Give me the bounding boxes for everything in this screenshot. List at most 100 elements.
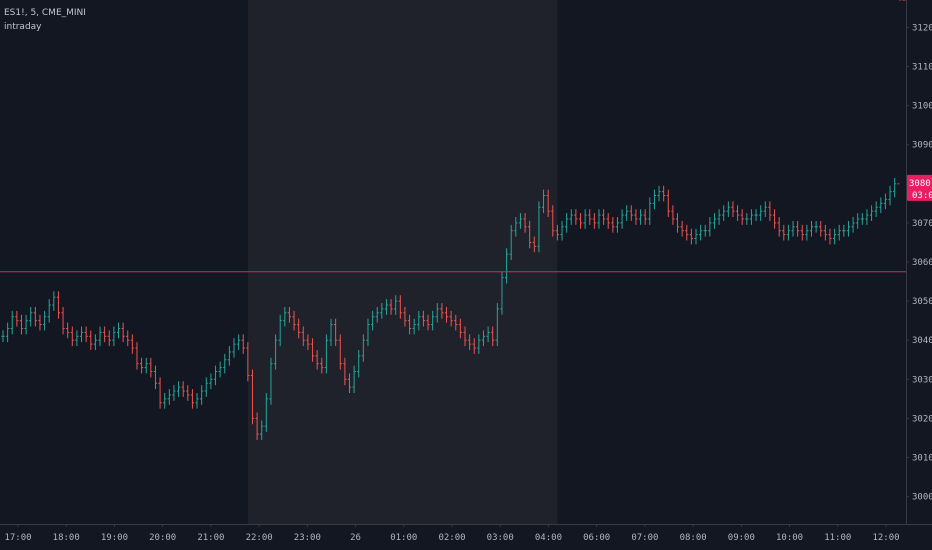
ohlc-bar (444, 306, 449, 323)
x-tick-label: 01:00 (390, 533, 417, 543)
ohlc-bar (805, 224, 809, 241)
ohlc-bar (486, 326, 490, 343)
ohlc-bar (537, 201, 541, 253)
x-tick-label: 04:00 (535, 533, 562, 543)
ohlc-bar (255, 412, 259, 440)
ohlc-bar (662, 185, 666, 202)
ohlc-bar (768, 201, 772, 221)
x-tick-label: 09:00 (728, 533, 755, 543)
ohlc-bar (500, 271, 504, 315)
ohlc-bar (449, 310, 453, 327)
ohlc-bar (689, 228, 693, 245)
ohlc-bar (602, 209, 606, 225)
ohlc-bar (560, 220, 564, 241)
ohlc-bar (431, 310, 435, 331)
ohlc-bar (809, 220, 814, 237)
ohlc-bar (417, 310, 421, 331)
ohlc-bar (278, 314, 282, 347)
ohlc-bar (287, 306, 292, 323)
ohlc-bar (112, 326, 116, 347)
ohlc-bar (75, 330, 79, 347)
ohlc-bar (310, 338, 315, 362)
ohlc-bar (763, 201, 767, 218)
ohlc-bar (61, 306, 65, 335)
bar-countdown: 03:04 (912, 191, 932, 201)
ohlc-bar (144, 357, 148, 374)
ohlc-bar (103, 326, 107, 343)
ohlc-bar (116, 322, 121, 339)
ohlc-bar (195, 393, 199, 409)
ohlc-bar (227, 346, 231, 366)
ohlc-bar (504, 248, 509, 284)
ohlc-bar (745, 213, 749, 225)
ohlc-bar (223, 353, 227, 374)
ohlc-bar (897, 0, 901, 185)
ohlc-bar (648, 197, 652, 225)
ohlc-bar (306, 334, 310, 350)
ohlc-bar (528, 220, 532, 249)
ohlc-bar (181, 381, 185, 397)
ohlc-bar (407, 314, 412, 335)
x-tick-label: 10:00 (776, 533, 803, 543)
ohlc-bar (107, 330, 111, 347)
y-tick-label: 3040.00 (912, 336, 932, 346)
x-tick-label: 20:00 (149, 533, 176, 543)
ohlc-bar (620, 209, 624, 229)
ohlc-bar (555, 224, 559, 241)
session-shade (247, 0, 558, 524)
ohlc-bar (52, 291, 56, 311)
ohlc-bar (273, 334, 278, 370)
ohlc-bar (652, 189, 657, 210)
ohlc-bar (320, 357, 324, 374)
ohlc-bar (565, 213, 569, 233)
symbol-label: ES1!, 5, CME_MINI (4, 8, 86, 18)
ohlc-bar (634, 209, 638, 225)
x-tick-label: 21:00 (197, 533, 224, 543)
ohlc-bar (10, 310, 14, 335)
y-tick-label: 3070.00 (912, 219, 932, 229)
ohlc-bar (163, 393, 167, 409)
ohlc-bar (361, 334, 365, 362)
ohlc-bar (126, 330, 130, 347)
ohlc-bar (167, 389, 171, 405)
ohlc-bar (366, 318, 370, 347)
ohlc-bar (749, 209, 754, 225)
ohlc-bar (241, 334, 245, 354)
ohlc-bar (190, 389, 195, 409)
ohlc-bar (42, 310, 47, 331)
ohlc-bar (158, 377, 162, 409)
ohlc-bar (421, 310, 426, 327)
ohlc-bar (440, 303, 444, 319)
ohlc-bar (495, 303, 499, 347)
ohlc-bar (888, 185, 892, 206)
ohlc-bar (38, 314, 42, 331)
ohlc-bar (643, 209, 647, 225)
y-tick-label: 3020.00 (912, 414, 932, 424)
ohlc-bar (717, 209, 721, 225)
ohlc-bar (121, 322, 125, 343)
ohlc-bar (435, 303, 439, 323)
y-tick-label: 3060.00 (912, 258, 932, 268)
ohlc-bar (879, 197, 883, 214)
ohlc-bar (250, 369, 255, 425)
ohlc-bar (588, 209, 592, 225)
ohlc-bar (726, 201, 730, 218)
ohlc-bar (657, 185, 661, 202)
ohlc-bar (292, 310, 296, 331)
ohlc-bar (675, 213, 680, 233)
ohlc-bar (472, 338, 476, 354)
ohlc-bar (347, 373, 352, 393)
x-tick-label: 23:00 (294, 533, 321, 543)
ohlc-bar (394, 295, 398, 315)
ohlc-bar (403, 306, 407, 327)
ohlc-bar (523, 213, 527, 233)
ohlc-bar (777, 217, 781, 237)
ohlc-bar (611, 217, 615, 233)
ohlc-bar (615, 217, 620, 233)
ohlc-bar (708, 217, 712, 237)
ohlc-bar (29, 306, 33, 327)
ohlc-bar (606, 213, 610, 229)
ohlc-bar (153, 365, 158, 390)
